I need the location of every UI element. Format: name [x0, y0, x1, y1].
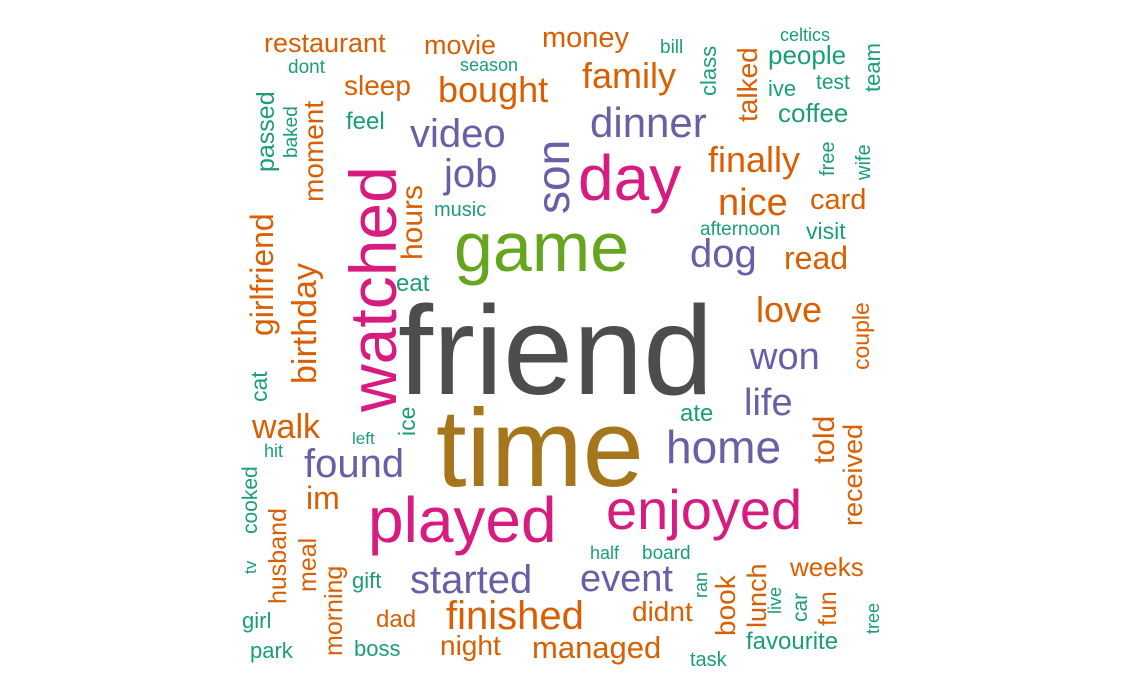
cloud-word-task: task	[690, 649, 727, 671]
cloud-word-love: love	[756, 289, 823, 330]
cloud-word-restaurant: restaurant	[264, 28, 386, 58]
cloud-word-fun: fun	[814, 591, 842, 626]
cloud-word-test: test	[816, 71, 850, 94]
cloud-word-walk: walk	[252, 408, 321, 446]
cloud-word-ice: ice	[394, 406, 420, 436]
cloud-word-book: book	[710, 575, 741, 636]
cloud-word-home: home	[666, 421, 782, 473]
cloud-word-husband: husband	[264, 508, 292, 604]
cloud-word-managed: managed	[532, 630, 662, 665]
cloud-word-people: people	[768, 40, 847, 70]
cloud-word-card: card	[810, 184, 867, 216]
cloud-word-hit: hit	[264, 441, 284, 461]
cloud-word-movie: movie	[424, 30, 497, 60]
cloud-word-bought: bought	[438, 69, 549, 110]
cloud-word-boss: boss	[354, 636, 401, 661]
cloud-word-coffee: coffee	[778, 98, 849, 128]
cloud-word-feel: feel	[346, 108, 385, 135]
cloud-word-friend: friend	[398, 280, 714, 421]
cloud-word-dog: dog	[690, 232, 757, 276]
cloud-word-tv: tv	[241, 560, 260, 574]
cloud-word-weeks: weeks	[790, 552, 864, 582]
cloud-word-won: won	[750, 336, 820, 378]
cloud-word-bill: bill	[660, 37, 684, 58]
cloud-word-ran: ran	[691, 571, 711, 598]
cloud-word-moment: moment	[298, 100, 329, 202]
cloud-word-time: time	[436, 387, 644, 510]
cloud-word-nice: nice	[718, 182, 788, 224]
cloud-word-night: night	[440, 630, 501, 661]
cloud-word-afternoon: afternoon	[700, 219, 781, 240]
cloud-word-left: left	[352, 429, 375, 448]
cloud-word-sleep: sleep	[344, 70, 411, 101]
cloud-word-dinner: dinner	[590, 99, 707, 146]
cloud-word-hours: hours	[396, 184, 429, 260]
cloud-word-board: board	[642, 543, 691, 564]
cloud-word-live: live	[765, 586, 785, 614]
cloud-word-meal: meal	[294, 537, 322, 592]
cloud-word-music: music	[434, 199, 487, 221]
cloud-word-wife: wife	[853, 144, 875, 180]
cloud-word-started: started	[410, 558, 533, 602]
cloud-word-dad: dad	[376, 606, 417, 633]
cloud-word-video: video	[410, 112, 506, 156]
cloud-word-told: told	[808, 415, 841, 464]
cloud-word-team: team	[860, 43, 885, 92]
cloud-word-finished: finished	[446, 594, 584, 638]
cloud-word-day: day	[578, 142, 682, 214]
cloud-word-passed: passed	[252, 91, 280, 172]
cloud-word-cat: cat	[246, 371, 272, 402]
cloud-word-half: half	[590, 543, 620, 563]
cloud-word-morning: morning	[320, 565, 348, 656]
cloud-word-free: free	[817, 141, 839, 176]
cloud-word-event: event	[580, 558, 673, 600]
cloud-word-favourite: favourite	[746, 628, 839, 655]
cloud-word-read: read	[784, 240, 849, 276]
cloud-word-found: found	[304, 442, 405, 486]
cloud-word-ate: ate	[680, 400, 714, 427]
cloud-word-eat: eat	[396, 270, 430, 297]
cloud-word-car: car	[789, 592, 812, 622]
cloud-word-park: park	[250, 638, 293, 663]
cloud-word-girl: girl	[242, 608, 272, 633]
cloud-word-life: life	[744, 382, 793, 424]
cloud-word-celtics: celtics	[780, 25, 831, 45]
cloud-word-tree: tree	[863, 602, 883, 634]
cloud-word-didnt: didnt	[632, 596, 693, 627]
cloud-word-season: season	[460, 55, 519, 75]
cloud-word-enjoyed: enjoyed	[606, 478, 803, 541]
cloud-word-im: im	[306, 480, 340, 516]
cloud-word-couple: couple	[848, 302, 874, 370]
cloud-word-cooked: cooked	[239, 466, 262, 534]
cloud-word-son: son	[527, 139, 579, 214]
cloud-word-family: family	[582, 55, 677, 96]
cloud-word-played: played	[368, 484, 557, 556]
cloud-word-visit: visit	[806, 218, 846, 244]
cloud-word-girlfriend: girlfriend	[244, 213, 280, 336]
cloud-word-talked: talked	[732, 47, 763, 122]
cloud-word-finally: finally	[708, 139, 801, 180]
cloud-word-job: job	[444, 152, 498, 196]
cloud-word-money: money	[542, 22, 630, 54]
cloud-word-birthday: birthday	[286, 263, 324, 384]
cloud-word-received: received	[838, 423, 868, 526]
cloud-word-class: class	[696, 45, 721, 96]
cloud-word-dont: dont	[288, 57, 325, 78]
cloud-word-game: game	[454, 208, 630, 286]
cloud-word-baked: baked	[281, 106, 302, 158]
cloud-word-ive: ive	[768, 76, 797, 101]
cloud-word-gift: gift	[352, 568, 382, 593]
